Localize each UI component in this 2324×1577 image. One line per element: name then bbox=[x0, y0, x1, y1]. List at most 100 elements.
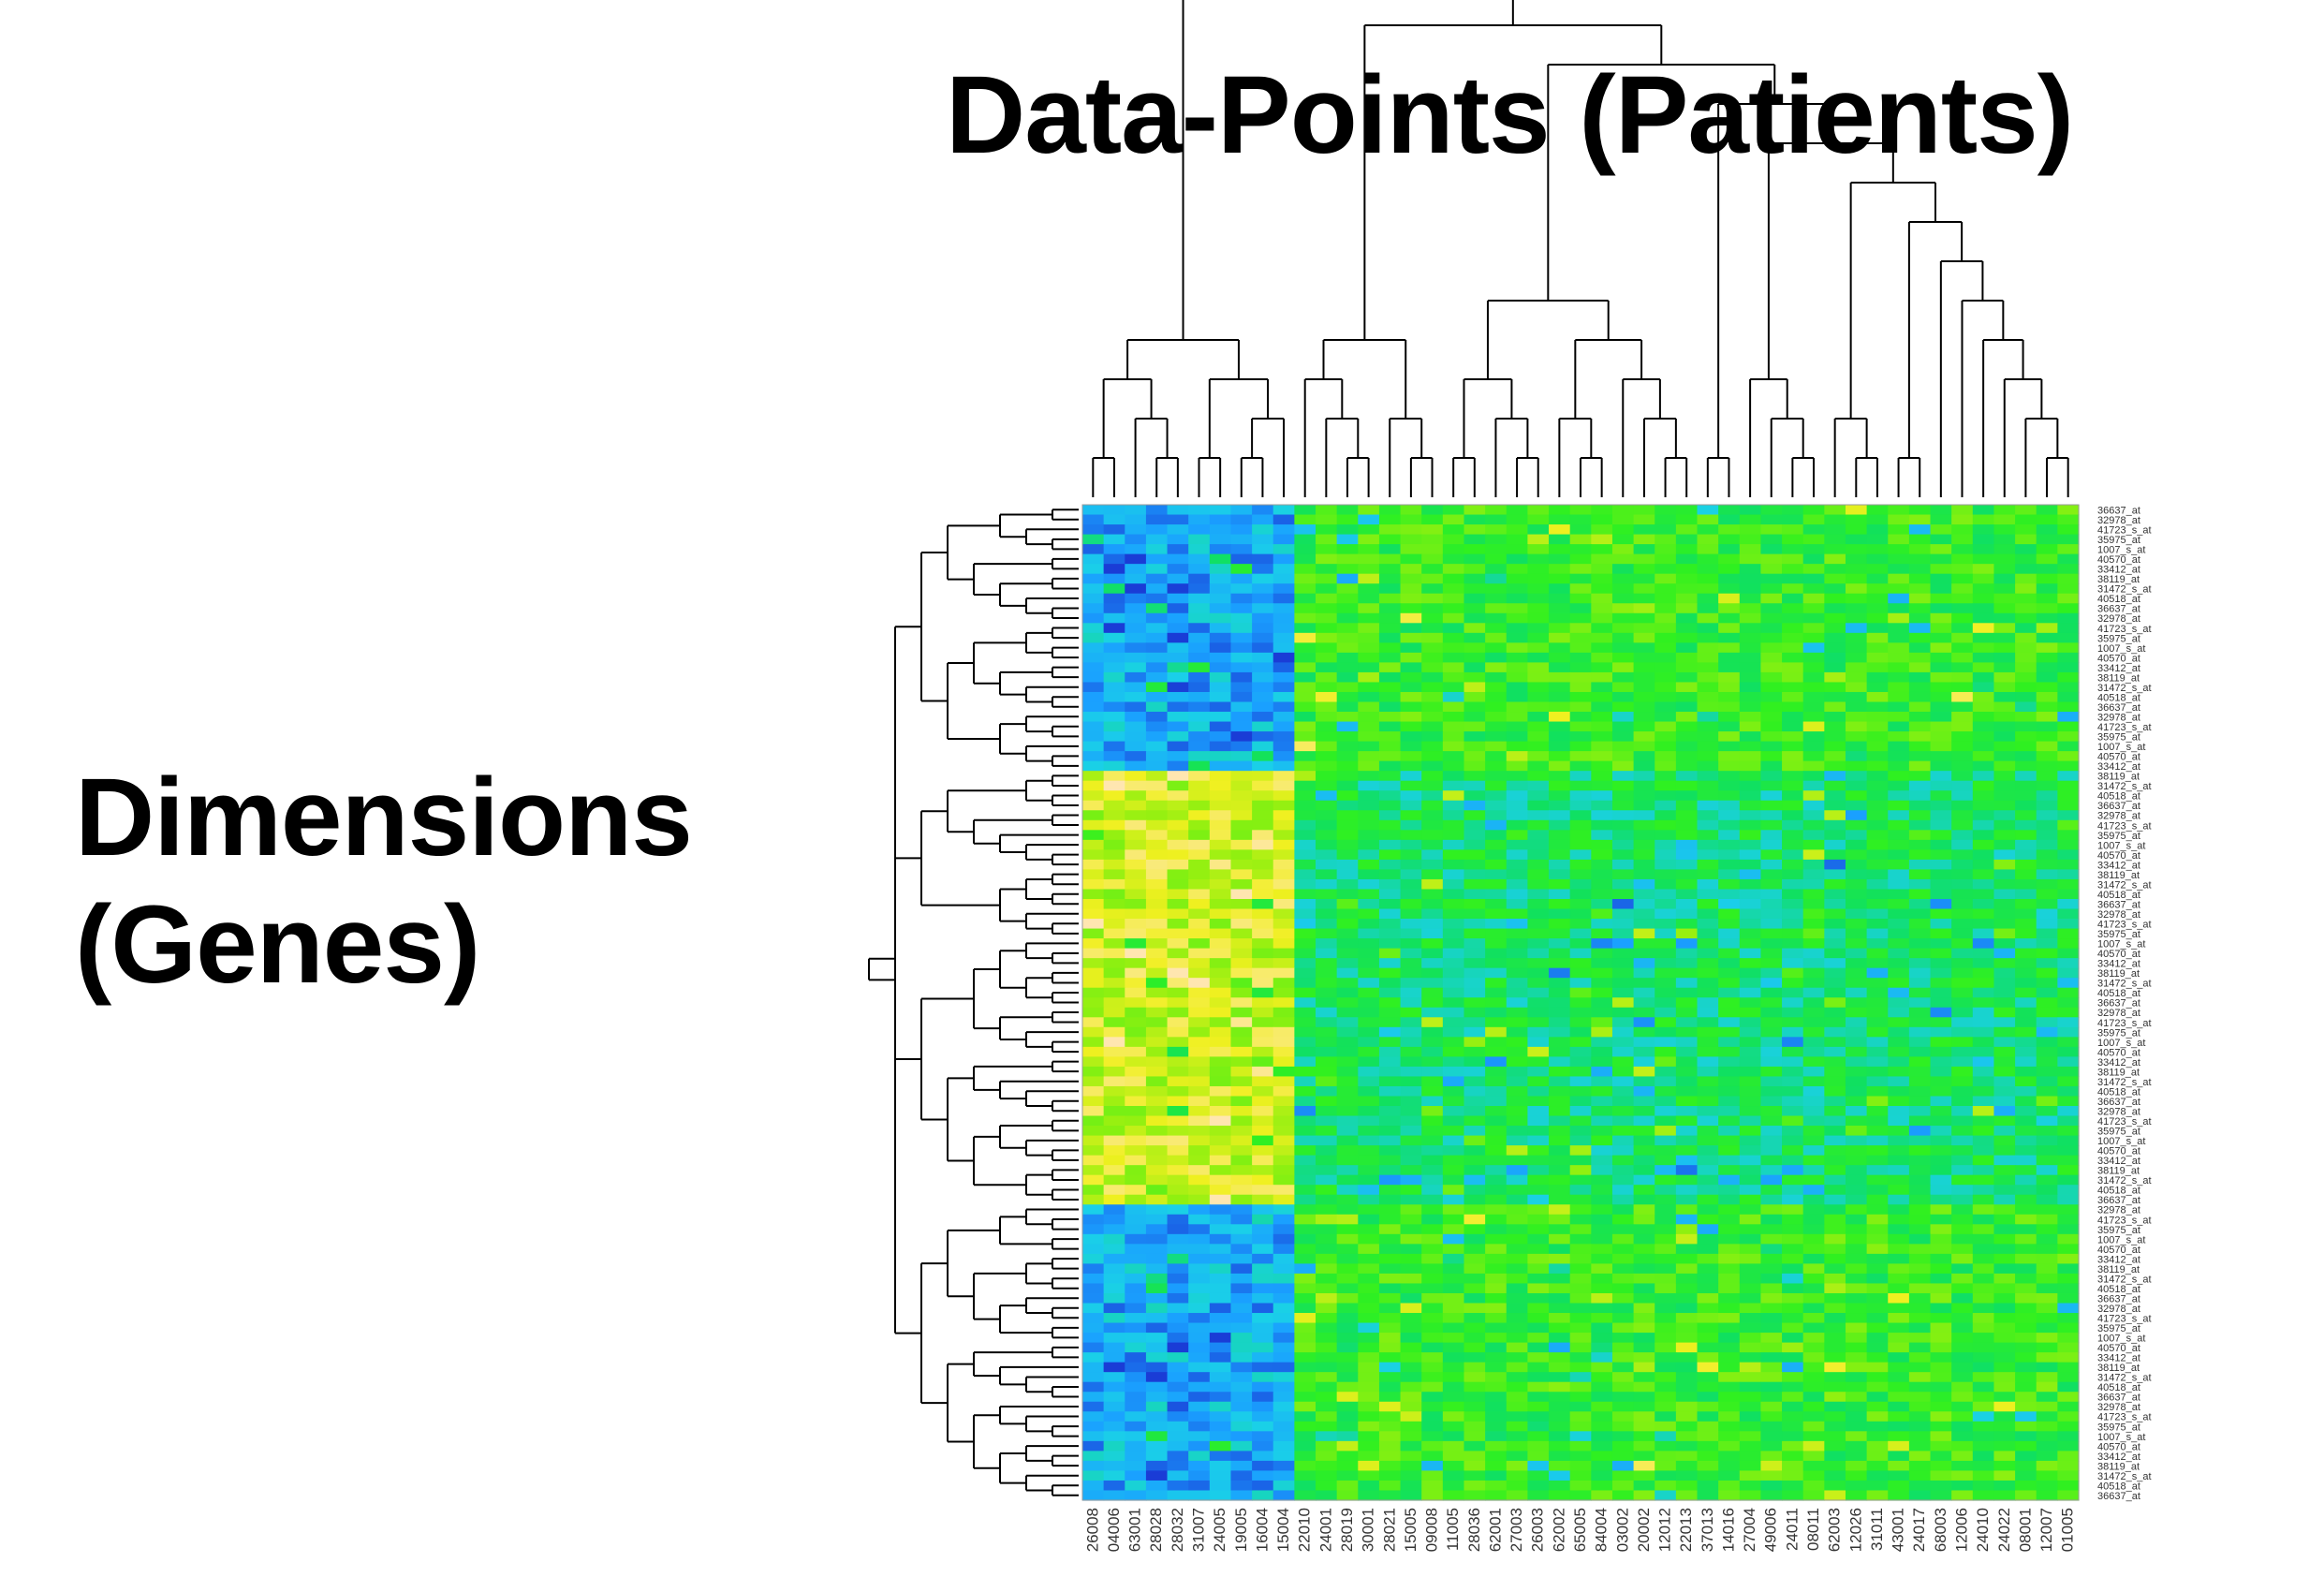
heatmap-cell bbox=[1782, 919, 1804, 930]
heatmap-cell bbox=[1845, 671, 1868, 684]
heatmap-cell bbox=[1125, 751, 1147, 762]
heatmap-cell bbox=[1845, 652, 1868, 663]
heatmap-cell bbox=[1569, 1451, 1592, 1462]
heatmap-cell bbox=[1464, 1253, 1486, 1264]
heatmap-cell bbox=[1611, 662, 1635, 673]
heatmap-cell bbox=[1760, 544, 1783, 555]
heatmap-cell bbox=[1336, 1392, 1359, 1403]
heatmap-cell bbox=[1611, 1283, 1635, 1294]
heatmap-cell bbox=[1655, 652, 1677, 663]
heatmap-cell bbox=[1675, 593, 1699, 604]
heatmap-cell bbox=[1358, 1085, 1380, 1098]
heatmap-cell bbox=[1082, 859, 1105, 871]
heatmap-cell bbox=[1082, 652, 1105, 663]
heatmap-cell bbox=[1316, 1303, 1338, 1314]
heatmap-cell bbox=[1824, 1292, 1846, 1304]
heatmap-cell bbox=[1718, 987, 1741, 998]
heatmap-cell bbox=[2057, 731, 2080, 743]
heatmap-cell bbox=[2057, 928, 2080, 939]
heatmap-cell bbox=[1125, 573, 1147, 584]
heatmap-cell bbox=[1675, 731, 1699, 743]
heatmap-cell bbox=[1633, 878, 1655, 891]
heatmap-cell bbox=[1866, 839, 1889, 850]
heatmap-cell bbox=[1400, 1155, 1422, 1166]
heatmap-cell bbox=[1824, 1451, 1846, 1462]
heatmap-cell bbox=[1782, 1303, 1804, 1314]
heatmap-cell bbox=[1527, 1303, 1550, 1314]
heatmap-cell bbox=[1082, 1174, 1105, 1186]
heatmap-cell bbox=[1442, 544, 1465, 555]
heatmap-cell bbox=[1782, 1342, 1804, 1353]
heatmap-cell bbox=[1782, 751, 1804, 762]
heatmap-cell bbox=[1188, 671, 1211, 684]
heatmap-cell bbox=[2036, 1392, 2058, 1403]
heatmap-cell bbox=[1633, 1490, 1655, 1501]
heatmap-cell bbox=[1082, 534, 1105, 545]
heatmap-cell bbox=[1230, 534, 1253, 545]
heatmap-cell bbox=[1464, 583, 1486, 595]
heatmap-cell bbox=[1591, 1490, 1613, 1501]
heatmap-cell bbox=[1167, 1460, 1189, 1472]
heatmap-cell bbox=[1675, 1185, 1699, 1196]
heatmap-cell bbox=[1145, 1046, 1169, 1057]
heatmap-cell bbox=[1421, 1411, 1444, 1422]
heatmap-cell bbox=[1569, 1017, 1592, 1028]
heatmap-cell bbox=[1675, 1421, 1699, 1432]
heatmap-cell bbox=[1485, 1096, 1508, 1107]
heatmap-cell bbox=[1316, 1115, 1338, 1127]
heatmap-cell bbox=[1103, 623, 1125, 634]
heatmap-cell bbox=[1549, 819, 1571, 831]
heatmap-cell bbox=[1485, 1214, 1508, 1225]
heatmap-cell bbox=[1697, 652, 1719, 663]
heatmap-cell bbox=[2057, 1381, 2080, 1393]
heatmap-cell bbox=[1421, 1421, 1444, 1432]
heatmap-cell bbox=[1421, 534, 1444, 545]
heatmap-cell bbox=[1824, 1076, 1846, 1087]
heatmap-cell bbox=[1611, 642, 1635, 654]
heatmap-cell bbox=[1866, 603, 1889, 614]
heatmap-cell bbox=[1824, 534, 1846, 545]
heatmap-cell bbox=[2036, 1017, 2058, 1028]
heatmap-cell bbox=[1845, 1155, 1868, 1166]
heatmap-cell bbox=[1655, 682, 1677, 693]
heatmap-cell bbox=[1294, 524, 1316, 536]
heatmap-cell bbox=[1930, 583, 1952, 595]
heatmap-cell bbox=[1230, 1431, 1253, 1442]
heatmap-cell bbox=[1378, 1401, 1402, 1412]
heatmap-cell bbox=[1400, 534, 1422, 545]
heatmap-cell bbox=[1569, 1392, 1592, 1403]
heatmap-cell bbox=[1569, 967, 1592, 979]
heatmap-cell bbox=[1675, 859, 1699, 871]
heatmap-cell bbox=[1421, 859, 1444, 871]
heatmap-cell bbox=[1569, 701, 1592, 713]
heatmap-cell bbox=[1697, 751, 1719, 762]
heatmap-cell bbox=[1167, 1283, 1189, 1294]
heatmap-cell bbox=[1145, 751, 1169, 762]
heatmap-cell bbox=[1464, 919, 1486, 930]
heatmap-cell bbox=[1294, 573, 1316, 584]
heatmap-cell bbox=[1442, 524, 1465, 536]
heatmap-cell bbox=[1993, 1096, 2016, 1107]
heatmap-cell bbox=[1760, 800, 1783, 811]
heatmap-cell bbox=[1272, 632, 1295, 643]
heatmap-cell bbox=[1697, 1145, 1719, 1157]
heatmap-cell bbox=[1655, 869, 1677, 880]
heatmap-cell bbox=[2036, 1126, 2058, 1137]
heatmap-cell bbox=[1188, 1214, 1211, 1225]
heatmap-cell bbox=[1760, 1470, 1783, 1481]
heatmap-cell bbox=[1930, 1096, 1952, 1107]
heatmap-cell bbox=[1209, 534, 1232, 545]
heatmap-cell bbox=[1739, 583, 1762, 595]
heatmap-cell bbox=[1866, 790, 1889, 802]
heatmap-cell bbox=[1675, 1174, 1699, 1186]
heatmap-cell bbox=[1358, 859, 1380, 871]
heatmap-cell bbox=[1103, 1185, 1125, 1196]
heatmap-cell bbox=[1082, 997, 1105, 1009]
heatmap-cell bbox=[1442, 1056, 1465, 1068]
heatmap-cell bbox=[1464, 810, 1486, 821]
heatmap-cell bbox=[2036, 1204, 2058, 1216]
heatmap-cell bbox=[1145, 1322, 1169, 1334]
heatmap-cell bbox=[1209, 978, 1232, 989]
heatmap-cell bbox=[1845, 978, 1868, 989]
heatmap-cell bbox=[1316, 810, 1338, 821]
